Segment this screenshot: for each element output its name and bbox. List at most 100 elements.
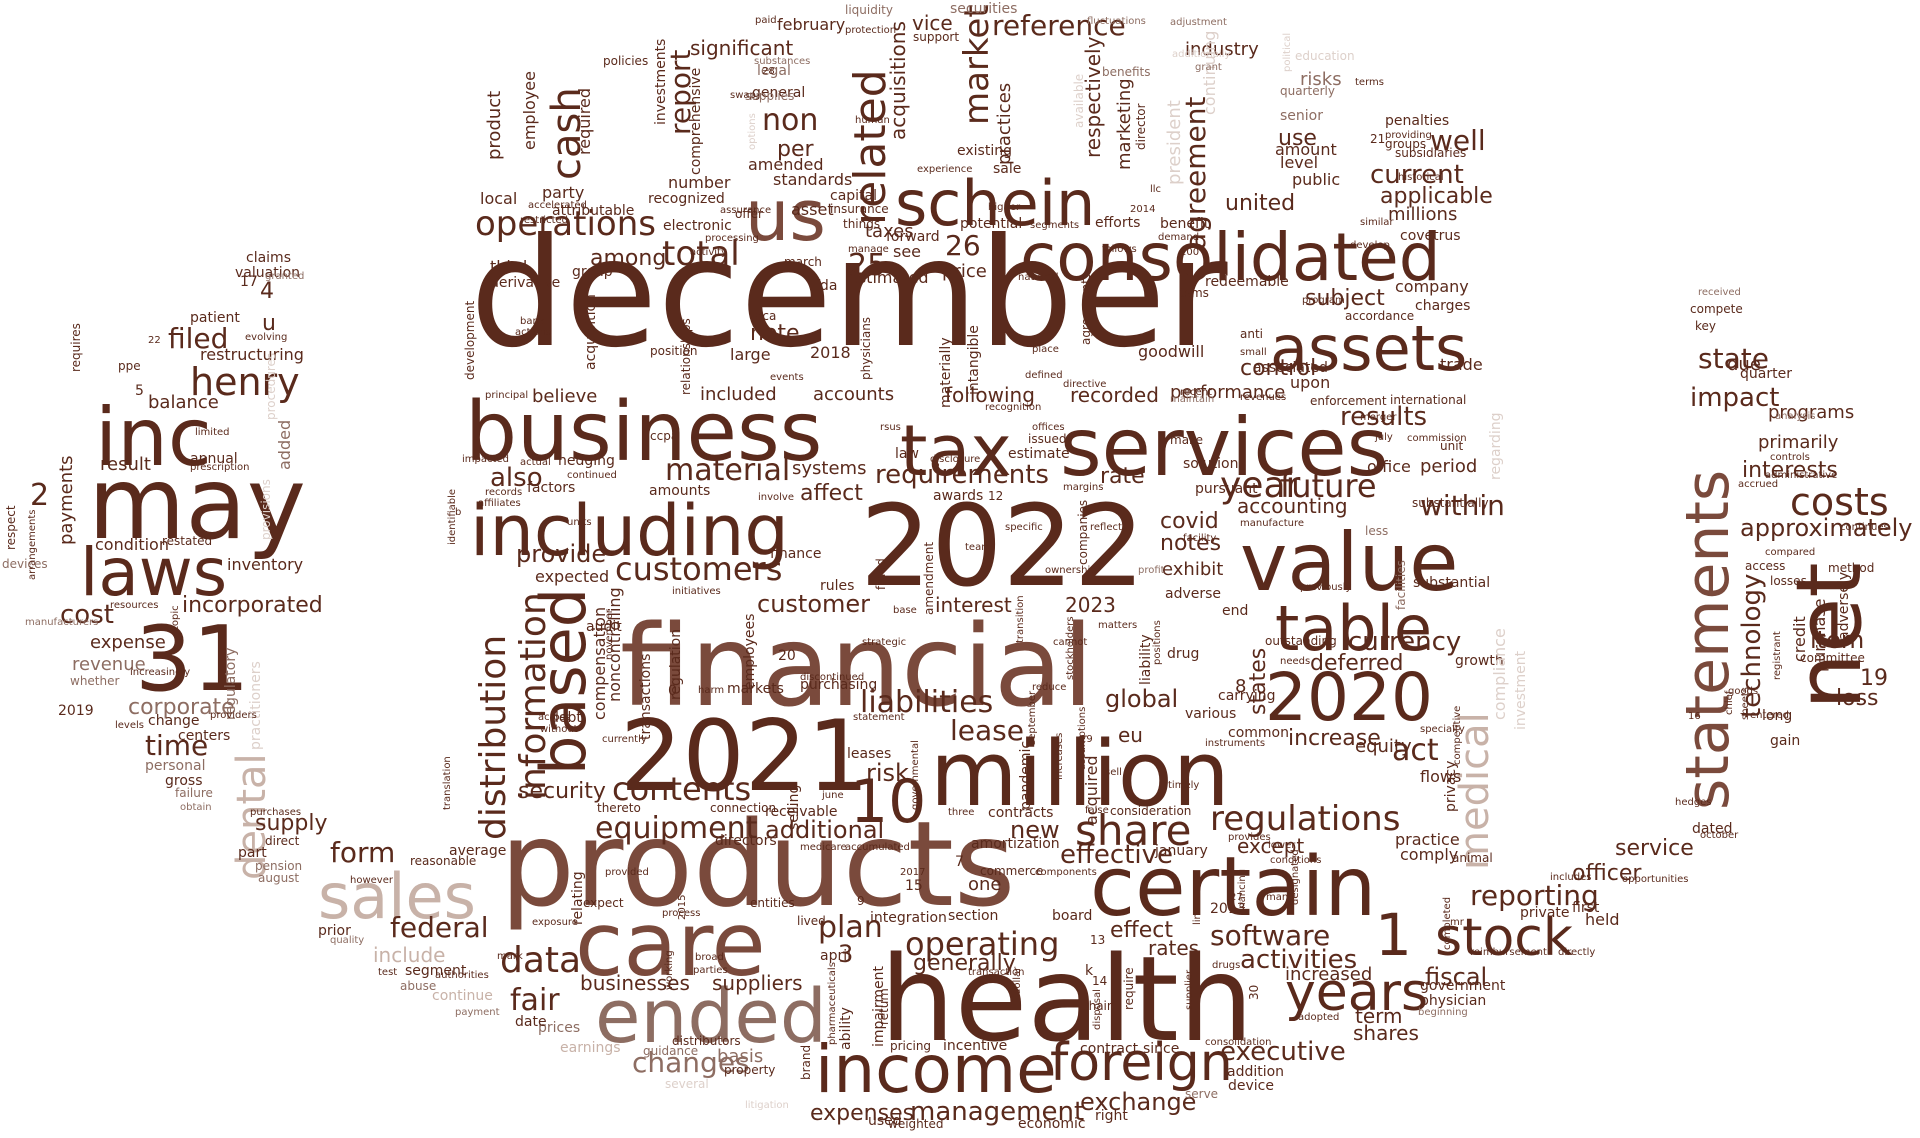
cloud-word-offices: offices: [1032, 422, 1065, 433]
cloud-word-insurance: insurance: [830, 202, 889, 216]
cloud-word-without: without: [540, 724, 578, 735]
cloud-word-awards: awards: [933, 488, 983, 504]
cloud-word-continuing: continuing: [1200, 31, 1219, 115]
cloud-word-experience: experience: [917, 164, 972, 175]
cloud-word-instruments: instruments: [1205, 738, 1265, 749]
cloud-word-expected: expected: [535, 567, 609, 586]
cloud-word-interest: interest: [935, 593, 1012, 617]
cloud-word-swap: swap: [730, 90, 756, 101]
cloud-word-supplier: supplier: [1184, 969, 1195, 1010]
cloud-word-future: future: [1280, 467, 1377, 505]
cloud-word-political: political: [1282, 33, 1293, 72]
cloud-word-senior: senior: [1280, 108, 1323, 124]
cloud-word-requires: requires: [69, 323, 83, 372]
cloud-word-capital: capital: [830, 188, 877, 204]
cloud-word-21: 21: [1370, 132, 1385, 146]
cloud-word-products: products: [500, 795, 1015, 933]
cloud-word-interests: interests: [1742, 458, 1838, 483]
cloud-word-quality: quality: [330, 935, 364, 946]
cloud-word-commerce: commerce: [980, 864, 1043, 878]
cloud-word-facilities: facilities: [1394, 560, 1408, 610]
cloud-word-july: july: [1374, 432, 1393, 443]
cloud-word-evolving: evolving: [245, 332, 287, 343]
cloud-word-2020: 2020: [1265, 659, 1433, 736]
cloud-word-adverse: adverse: [1165, 586, 1221, 602]
cloud-word-results: results: [1340, 402, 1427, 432]
cloud-word-table: table: [1275, 592, 1432, 665]
cloud-word-consolidation: consolidation: [1205, 1037, 1271, 1048]
cloud-word-receivable: receivable: [765, 804, 838, 820]
cloud-word-used: used: [868, 1113, 902, 1129]
cloud-word-control: control: [1240, 356, 1316, 381]
cloud-word-small: small: [1240, 347, 1267, 358]
cloud-word-million: million: [930, 722, 1230, 827]
cloud-word-customer: customer: [757, 590, 870, 618]
cloud-word-available: available: [1072, 74, 1086, 128]
cloud-word-lower: lower: [1268, 840, 1296, 851]
cloud-word-ended: ended: [595, 974, 827, 1060]
cloud-word-provisions: provisions: [259, 479, 273, 540]
cloud-word-several: several: [665, 1077, 709, 1091]
cloud-word-contract: contract: [1080, 1041, 1139, 1057]
cloud-word-providing: providing: [1385, 130, 1432, 141]
cloud-word-chief: chief: [1724, 690, 1735, 715]
cloud-word-whether: whether: [70, 674, 119, 688]
cloud-word-sell: sell: [1105, 767, 1122, 778]
cloud-word-medicare: medicare: [800, 842, 847, 853]
cloud-word-directive: directive: [1063, 379, 1106, 390]
cloud-word-acquired: acquired: [1082, 755, 1101, 825]
cloud-word-initiatives: initiatives: [672, 586, 721, 597]
cloud-word-unit: unit: [1440, 439, 1464, 453]
cloud-word-practice: practice: [1395, 830, 1460, 849]
cloud-word-use: use: [1278, 126, 1317, 151]
cloud-word-comprehensive: comprehensive: [688, 68, 704, 175]
cloud-word-28: 28: [762, 66, 775, 77]
cloud-word-processing: processing: [705, 233, 759, 244]
cloud-word-mr: mr: [1450, 917, 1465, 928]
cloud-word-upon: upon: [1290, 373, 1330, 392]
cloud-word-historical: historical: [1398, 172, 1444, 183]
cloud-word-property: property: [724, 1063, 775, 1077]
cloud-word-value: value: [1240, 516, 1459, 609]
cloud-word-increasingly: increasingly: [130, 667, 190, 678]
cloud-word-manufacturers: manufacturers: [25, 617, 98, 628]
cloud-word-operating: operating: [905, 925, 1059, 963]
cloud-word-0: 0: [668, 683, 677, 699]
cloud-word-ccpa: ccpa: [650, 429, 678, 443]
cloud-word-long: long: [1762, 708, 1792, 724]
cloud-word-broad: broad: [695, 952, 724, 963]
cloud-word-security: security: [518, 779, 606, 804]
cloud-word-liquidity: liquidity: [845, 3, 893, 17]
cloud-word-fiscal: fiscal: [1425, 963, 1487, 991]
cloud-word-growth: growth: [1455, 653, 1504, 669]
cloud-word-basis: basis: [717, 1046, 763, 1067]
cloud-word-goodwill: goodwill: [1138, 342, 1204, 361]
cloud-word-however: however: [350, 875, 394, 886]
cloud-word-standards: standards: [773, 170, 852, 189]
cloud-word-aca: aca: [755, 309, 776, 323]
cloud-word-fda: fda: [815, 278, 837, 294]
cloud-word-across: across: [538, 712, 570, 723]
cloud-word-2022: 2022: [860, 482, 1145, 612]
cloud-word-supply: supply: [255, 811, 327, 836]
cloud-word-related: related: [845, 69, 896, 225]
cloud-word-segment: segment: [405, 963, 467, 979]
cloud-word-common: common: [1228, 725, 1289, 741]
cloud-word-physician: physician: [1420, 993, 1486, 1009]
cloud-word-profit: profit: [1138, 565, 1165, 576]
cloud-word-amendment: amendment: [922, 542, 936, 615]
cloud-word-customers: customers: [615, 550, 782, 588]
cloud-word-fluctuations: fluctuations: [1087, 16, 1146, 27]
cloud-word-derivative: derivative: [490, 275, 560, 291]
cloud-word-factors: factors: [527, 480, 575, 496]
cloud-word-requirements: requirements: [875, 460, 1049, 490]
cloud-word-identifiable: identifiable: [447, 489, 458, 545]
cloud-word-program: program: [1302, 295, 1345, 306]
cloud-word-payment: payment: [455, 1007, 500, 1018]
cloud-word-ability: ability: [838, 1007, 854, 1050]
cloud-word-affect: affect: [800, 481, 863, 506]
cloud-word-item: item: [1810, 626, 1864, 654]
cloud-word-actual: actual: [520, 457, 551, 468]
cloud-word-hedging: hedging: [558, 453, 615, 469]
cloud-word-2018: 2018: [810, 343, 851, 362]
